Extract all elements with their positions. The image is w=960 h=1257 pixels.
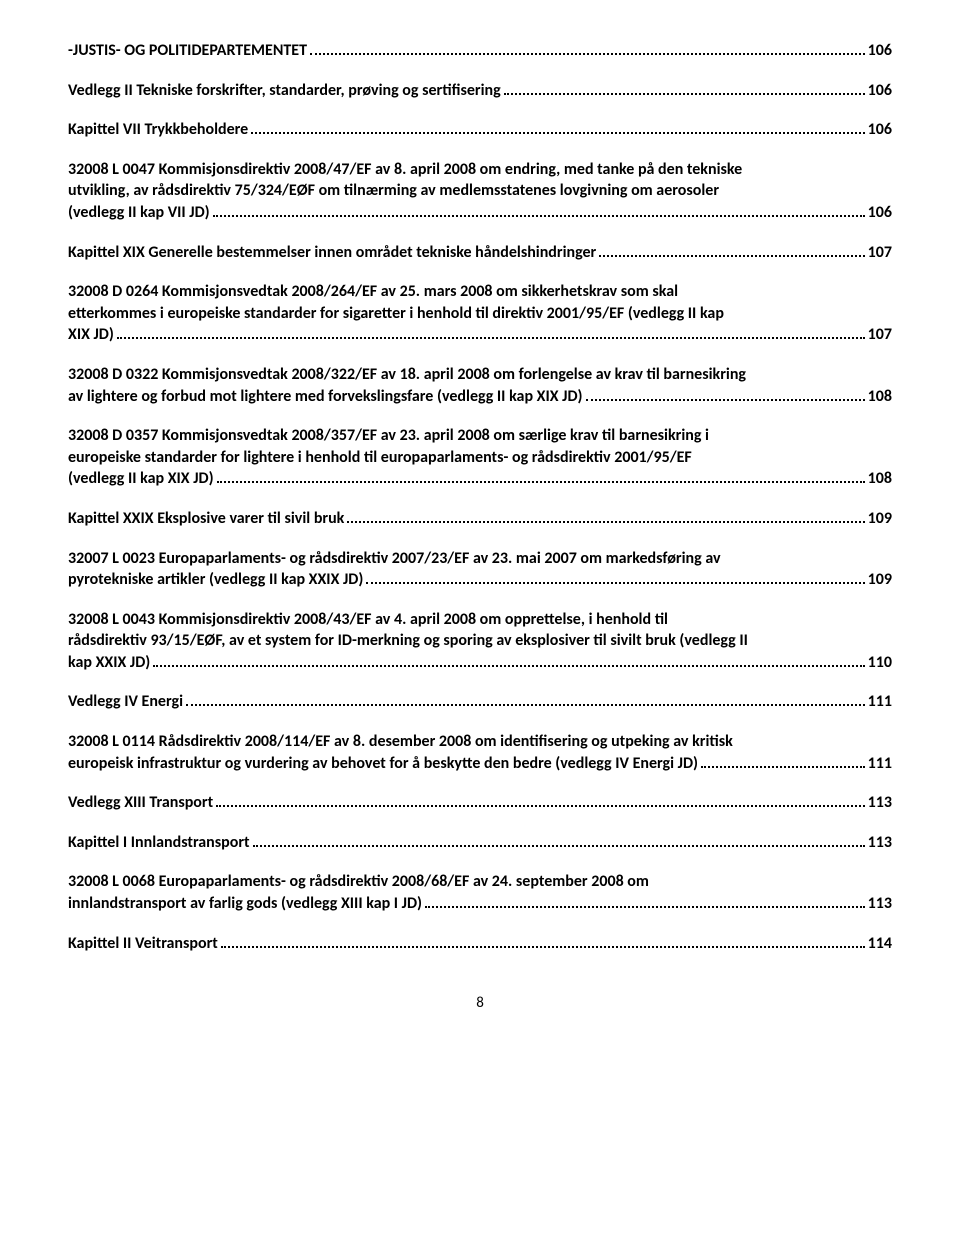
toc-page-number: 111 bbox=[868, 753, 892, 775]
toc-line: 32008 L 0068 Europaparlaments- og rådsdi… bbox=[68, 871, 892, 893]
toc-text: Vedlegg II Tekniske forskrifter, standar… bbox=[68, 80, 501, 102]
toc-page-number: 110 bbox=[868, 652, 892, 674]
toc-line: innlandstransport av farlig gods (vedleg… bbox=[68, 893, 892, 915]
toc-line: 32008 D 0322 Kommisjonsvedtak 2008/322/E… bbox=[68, 364, 892, 386]
toc-entry: 32008 D 0322 Kommisjonsvedtak 2008/322/E… bbox=[68, 364, 892, 407]
toc-page-number: 106 bbox=[868, 119, 892, 141]
toc-line: kap XXIX JD) 110 bbox=[68, 652, 892, 674]
toc-line: pyrotekniske artikler (vedlegg II kap XX… bbox=[68, 569, 892, 591]
toc-text: Kapittel XXIX Eksplosive varer til sivil… bbox=[68, 508, 344, 530]
toc-line: Vedlegg XIII Transport 113 bbox=[68, 792, 892, 814]
toc-line: Kapittel I Innlandstransport 113 bbox=[68, 832, 892, 854]
toc-leader-dots bbox=[217, 469, 865, 483]
toc-text: -JUSTIS- OG POLITIDEPARTEMENTET bbox=[68, 40, 307, 62]
toc-leader-dots bbox=[701, 754, 865, 768]
toc-text: innlandstransport av farlig gods (vedleg… bbox=[68, 893, 422, 915]
toc-page-number: 106 bbox=[868, 40, 892, 62]
toc-entry: 32008 L 0047 Kommisjonsdirektiv 2008/47/… bbox=[68, 159, 892, 224]
toc-entry: 32008 L 0068 Europaparlaments- og rådsdi… bbox=[68, 871, 892, 914]
toc-page-number: 106 bbox=[868, 202, 892, 224]
toc-text: pyrotekniske artikler (vedlegg II kap XX… bbox=[68, 569, 363, 591]
toc-leader-dots bbox=[251, 120, 864, 134]
toc-text: kap XXIX JD) bbox=[68, 652, 150, 674]
toc-page-number: 113 bbox=[868, 893, 892, 915]
toc-line: Kapittel II Veitransport 114 bbox=[68, 933, 892, 955]
toc-line: 32007 L 0023 Europaparlaments- og rådsdi… bbox=[68, 548, 892, 570]
toc-leader-dots bbox=[153, 653, 864, 667]
toc-line: utvikling, av rådsdirektiv 75/324/EØF om… bbox=[68, 180, 892, 202]
toc-line: etterkommes i europeiske standarder for … bbox=[68, 303, 892, 325]
toc-entry: Kapittel II Veitransport 114 bbox=[68, 933, 892, 955]
toc-page-number: 113 bbox=[868, 792, 892, 814]
toc-line: Vedlegg IV Energi 111 bbox=[68, 691, 892, 713]
toc-entry: 32008 L 0114 Rådsdirektiv 2008/114/EF av… bbox=[68, 731, 892, 774]
toc-entry: Kapittel I Innlandstransport 113 bbox=[68, 832, 892, 854]
toc-page-number: 106 bbox=[868, 80, 892, 102]
toc-page-number: 114 bbox=[868, 933, 892, 955]
toc-entry: 32008 D 0264 Kommisjonsvedtak 2008/264/E… bbox=[68, 281, 892, 346]
toc-line: 32008 L 0047 Kommisjonsdirektiv 2008/47/… bbox=[68, 159, 892, 181]
toc-line: rådsdirektiv 93/15/EØF, av et system for… bbox=[68, 630, 892, 652]
toc-leader-dots bbox=[366, 570, 864, 584]
toc-leader-dots bbox=[186, 692, 865, 706]
toc-page-number: 109 bbox=[868, 508, 892, 530]
toc-leader-dots bbox=[599, 243, 864, 257]
toc-line: XIX JD) 107 bbox=[68, 324, 892, 346]
page-number-footer: 8 bbox=[68, 994, 892, 1012]
toc-page-number: 109 bbox=[868, 569, 892, 591]
toc-entry: -JUSTIS- OG POLITIDEPARTEMENTET 106 bbox=[68, 40, 892, 62]
toc-leader-dots bbox=[216, 793, 865, 807]
toc-leader-dots bbox=[586, 387, 865, 401]
toc-text: Vedlegg IV Energi bbox=[68, 691, 183, 713]
toc-entry: Vedlegg II Tekniske forskrifter, standar… bbox=[68, 80, 892, 102]
toc-page-number: 107 bbox=[868, 242, 892, 264]
toc-page-number: 108 bbox=[868, 386, 892, 408]
toc-leader-dots bbox=[504, 81, 865, 95]
toc-line: -JUSTIS- OG POLITIDEPARTEMENTET 106 bbox=[68, 40, 892, 62]
toc-entry: Vedlegg IV Energi 111 bbox=[68, 691, 892, 713]
toc-entry: 32007 L 0023 Europaparlaments- og rådsdi… bbox=[68, 548, 892, 591]
toc-text: av lightere og forbud mot lightere med f… bbox=[68, 386, 583, 408]
toc-leader-dots bbox=[310, 41, 865, 55]
toc-page-number: 107 bbox=[868, 324, 892, 346]
toc-line: 32008 L 0114 Rådsdirektiv 2008/114/EF av… bbox=[68, 731, 892, 753]
toc-entry: Kapittel XIX Generelle bestemmelser inne… bbox=[68, 242, 892, 264]
toc-leader-dots bbox=[253, 833, 865, 847]
toc-line: 32008 L 0043 Kommisjonsdirektiv 2008/43/… bbox=[68, 609, 892, 631]
toc-text: Kapittel I Innlandstransport bbox=[68, 832, 250, 854]
toc-entry: Kapittel XXIX Eksplosive varer til sivil… bbox=[68, 508, 892, 530]
toc-text: europeisk infrastruktur og vurdering av … bbox=[68, 753, 698, 775]
toc-line: (vedlegg II kap VII JD) 106 bbox=[68, 202, 892, 224]
toc-page-number: 111 bbox=[868, 691, 892, 713]
toc-text: XIX JD) bbox=[68, 324, 114, 346]
toc-leader-dots bbox=[221, 934, 865, 948]
toc-text: Kapittel VII Trykkbeholdere bbox=[68, 119, 248, 141]
toc-line: 32008 D 0357 Kommisjonsvedtak 2008/357/E… bbox=[68, 425, 892, 447]
toc-line: Kapittel XIX Generelle bestemmelser inne… bbox=[68, 242, 892, 264]
toc-line: Kapittel XXIX Eksplosive varer til sivil… bbox=[68, 508, 892, 530]
toc-line: europeiske standarder for lightere i hen… bbox=[68, 447, 892, 469]
toc-line: europeisk infrastruktur og vurdering av … bbox=[68, 753, 892, 775]
toc-entry: Vedlegg XIII Transport 113 bbox=[68, 792, 892, 814]
toc-leader-dots bbox=[213, 203, 865, 217]
toc-entry: 32008 L 0043 Kommisjonsdirektiv 2008/43/… bbox=[68, 609, 892, 674]
toc-text: (vedlegg II kap XIX JD) bbox=[68, 468, 214, 490]
toc-text: Kapittel XIX Generelle bestemmelser inne… bbox=[68, 242, 596, 264]
toc-leader-dots bbox=[347, 509, 864, 523]
toc-leader-dots bbox=[425, 894, 865, 908]
toc-page-number: 113 bbox=[868, 832, 892, 854]
toc-line: (vedlegg II kap XIX JD) 108 bbox=[68, 468, 892, 490]
toc-leader-dots bbox=[117, 325, 865, 339]
toc-entry: 32008 D 0357 Kommisjonsvedtak 2008/357/E… bbox=[68, 425, 892, 490]
toc-line: Vedlegg II Tekniske forskrifter, standar… bbox=[68, 80, 892, 102]
toc-line: 32008 D 0264 Kommisjonsvedtak 2008/264/E… bbox=[68, 281, 892, 303]
toc-content: -JUSTIS- OG POLITIDEPARTEMENTET 106 Vedleg… bbox=[68, 40, 892, 954]
toc-text: Vedlegg XIII Transport bbox=[68, 792, 213, 814]
toc-line: av lightere og forbud mot lightere med f… bbox=[68, 386, 892, 408]
toc-line: Kapittel VII Trykkbeholdere 106 bbox=[68, 119, 892, 141]
toc-text: (vedlegg II kap VII JD) bbox=[68, 202, 210, 224]
toc-entry: Kapittel VII Trykkbeholdere 106 bbox=[68, 119, 892, 141]
toc-page-number: 108 bbox=[868, 468, 892, 490]
toc-text: Kapittel II Veitransport bbox=[68, 933, 218, 955]
